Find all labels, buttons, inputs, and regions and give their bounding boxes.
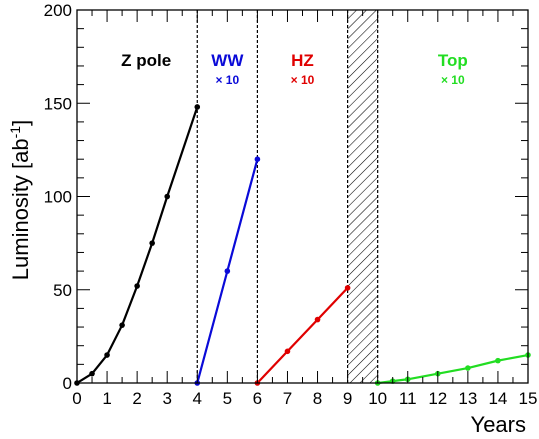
x-tick-label: 11 [399,389,417,408]
x-tick-label: 10 [368,389,387,408]
phase-label: Top [438,51,468,70]
series-line [76,106,199,384]
data-point [119,322,125,328]
shutdown-hatched-region [347,10,378,383]
y-axis-title-close: ] [8,120,33,126]
data-point [104,352,110,358]
phase-label: HZ [291,51,314,70]
x-tick-label: 15 [519,389,538,408]
x-tick-label: 14 [488,389,507,408]
x-tick-label: 5 [223,389,232,408]
x-tick-label: 3 [162,389,171,408]
data-point [194,104,201,110]
data-point [224,268,231,274]
data-point [284,348,291,355]
x-tick-label: 8 [313,389,322,408]
x-tick-label: 9 [343,389,352,408]
data-point [164,193,170,200]
y-tick-label: 200 [44,1,72,20]
y-axis-title: Luminosity [ab-1] [7,120,33,280]
x-tick-label: 4 [193,389,202,408]
x-tick-label: 7 [283,389,292,408]
data-point [134,283,140,289]
phase-scale-factor: × 10 [291,73,315,87]
data-point [149,240,155,246]
x-tick-label: 13 [458,389,477,408]
data-point [254,156,261,162]
x-tick-label: 12 [428,389,447,408]
y-tick-label: 150 [44,94,72,113]
phase-scale-factor: × 10 [441,73,465,87]
phase-label: Z pole [121,51,171,70]
phase-scale-factor: × 10 [215,73,239,87]
data-point [89,370,95,377]
y-tick-label: 0 [63,374,72,393]
y-tick-label: 50 [53,281,72,300]
data-point [495,357,501,364]
x-tick-label: 1 [102,389,111,408]
x-tick-label: 6 [253,389,262,408]
x-axis-title: Years [471,412,526,437]
series-line [256,287,349,384]
x-tick-label: 0 [72,389,81,408]
y-axis-title-exponent: -1 [7,126,23,139]
data-point [465,365,471,371]
data-point [344,285,351,291]
x-tick-label: 2 [132,389,141,408]
phase-label: WW [211,51,244,70]
y-tick-label: 100 [44,188,72,207]
y-axis-title-main: Luminosity [ab [8,138,33,280]
data-point [314,316,321,323]
